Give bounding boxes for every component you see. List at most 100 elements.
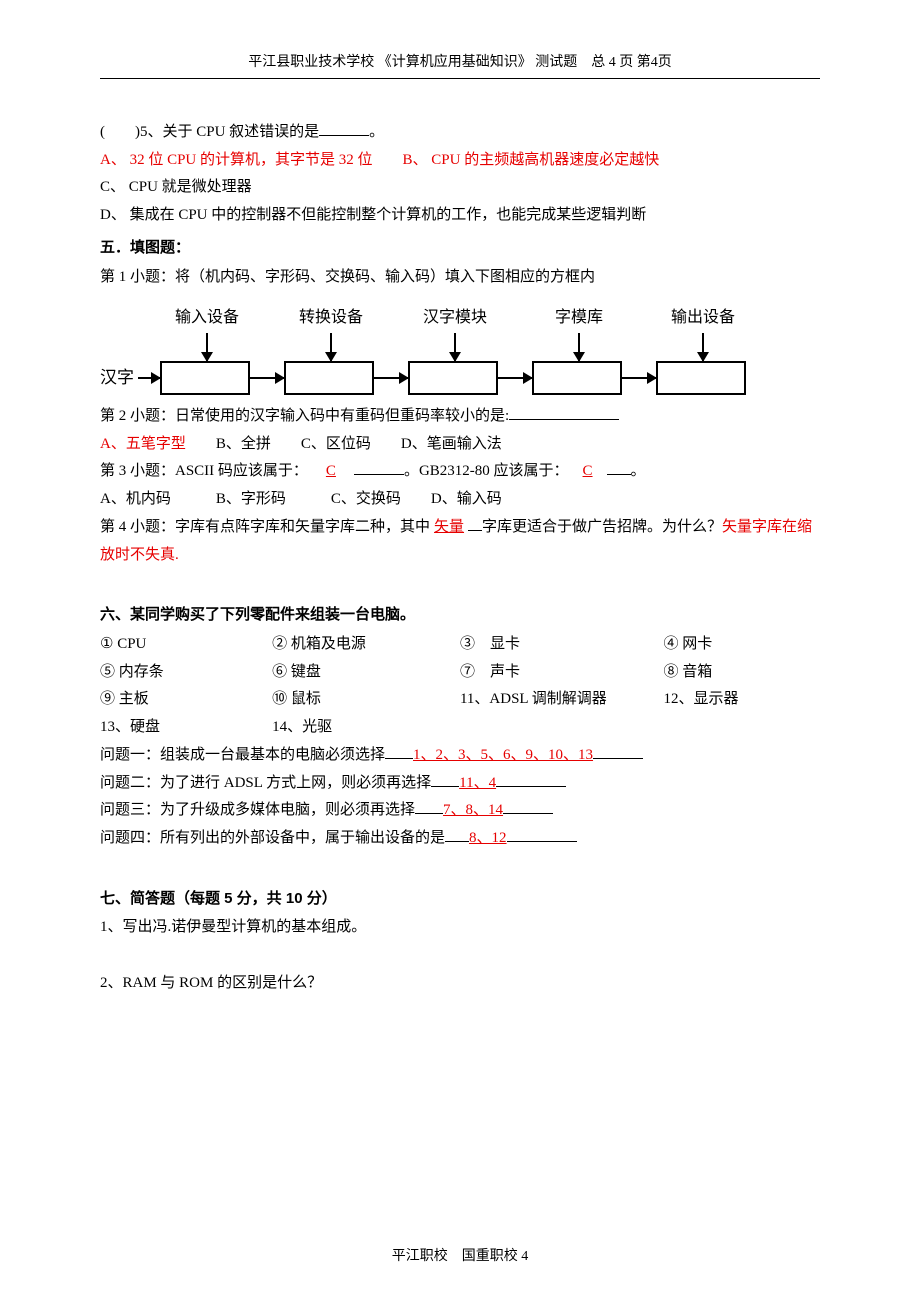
part-item: 12、显示器 [663,686,820,714]
sec5-q3-optD: D、输入码 [431,491,502,507]
q5-optA: A、 32 位 CPU 的计算机，其字节是 32 位 [100,152,373,168]
part-item: ⑤ 内存条 [100,659,272,687]
arrow-right-icon [622,377,656,380]
sec5-q2-opts: A、五笔字型 B、全拼 C、区位码 D、笔画输入法 [100,431,820,459]
part-item: ① CPU [100,631,272,659]
q5-optC: C、 CPU 就是微处理器 [100,174,820,202]
sec5-q3-a: 第 3 小题：ASCII 码应该属于： [100,463,308,479]
diagram-box [284,361,374,395]
page-header: 平江县职业技术学校 《计算机应用基础知识》 测试题 总 4 页 第4页 [100,50,820,79]
sec5-q2: 第 2 小题：日常使用的汉字输入码中有重码但重码率较小的是: [100,403,820,431]
arrow-right-icon [374,377,408,380]
diagram-row: 汉字 [100,361,820,395]
sec5-q3-optA: A、机内码 [100,491,171,507]
sec6-q2-ans: 11、4 [459,775,496,791]
header-text: 平江县职业技术学校 《计算机应用基础知识》 测试题 总 4 页 第4页 [248,55,672,70]
sec7-q1: 1、写出冯.诺伊曼型计算机的基本组成。 [100,914,820,942]
sec6-q1: 问题一：组装成一台最基本的电脑必须选择 1、2、3、5、6、9、10、13 [100,742,820,770]
part-item: ⑩ 鼠标 [272,686,460,714]
q5-stem: ( )5、关于 CPU 叙述错误的是 。 [100,119,820,147]
sec5-q3-c: 。 [631,463,646,479]
diagram-left-label: 汉字 [100,362,134,393]
arrow-right-icon [498,377,532,380]
sec6-title: 六、某同学购买了下列零配件来组装一台电脑。 [100,601,820,629]
blank [319,120,369,136]
sec6-q3-a: 问题三：为了升级成多媒体电脑，则必须再选择 [100,802,415,818]
blank [385,743,413,759]
sec5-q4-ans: 矢量 [430,519,468,535]
sec5-q4: 第 4 小题：字库有点阵字库和矢量字库二种，其中矢量字库更适合于做广告招牌。为什… [100,514,820,570]
q5-stem-a: ( )5、关于 CPU 叙述错误的是 [100,124,319,140]
part-item: 14、光驱 [272,714,460,742]
sec5-q4-b: 字库更适合于做广告招牌。为什么？ [482,519,722,535]
q5-optB: B、 CPU 的主频越高机器速度必定越快 [403,152,660,168]
sec5-title: 五．填图题： [100,234,820,262]
part-item: ⑦ 声卡 [460,659,663,687]
part-item: ② 机箱及电源 [272,631,460,659]
blank [509,404,619,420]
part-item: ④ 网卡 [663,631,820,659]
blank [354,459,404,475]
parts-grid: ① CPU ② 机箱及电源 ③ 显卡 ④ 网卡 ⑤ 内存条 ⑥ 键盘 ⑦ 声卡 … [100,631,820,742]
sec5-q2-optB: B、全拼 [216,436,271,452]
page: 平江县职业技术学校 《计算机应用基础知识》 测试题 总 4 页 第4页 ( )5… [0,0,920,1300]
sec5-q2-stem: 第 2 小题：日常使用的汉字输入码中有重码但重码率较小的是: [100,408,509,424]
diagram-label-2: 转换设备 [299,303,363,333]
sec5-q3-opts: A、机内码 B、字形码 C、交换码 D、输入码 [100,486,820,514]
arrow-down-icon [702,333,705,361]
diagram-labels: 输入设备 转换设备 汉字模块 字模库 输出设备 [100,303,820,361]
part-item: ③ 显卡 [460,631,663,659]
part-item: ⑧ 音箱 [663,659,820,687]
sec5-q3-b: 。GB2312-80 应该属于： [404,463,569,479]
page-footer: 平江职校 国重职校 4 [0,1244,920,1270]
sec5-q2-optA: A、五笔字型 [100,436,186,452]
sec6-q4-ans: 8、12 [469,830,507,846]
blank [431,771,459,787]
diagram-label-3: 汉字模块 [423,303,487,333]
part-item: ⑨ 主板 [100,686,272,714]
part-item: 11、ADSL 调制解调器 [460,686,663,714]
arrow-down-icon [578,333,581,361]
arrow-down-icon [330,333,333,361]
blank [607,459,631,475]
sec7-q2: 2、RAM 与 ROM 的区别是什么？ [100,970,820,998]
q5-stem-b: 。 [369,124,384,140]
diagram-box [656,361,746,395]
diagram-label-5: 输出设备 [671,303,735,333]
arrow-down-icon [206,333,209,361]
sec5-q3: 第 3 小题：ASCII 码应该属于：C。GB2312-80 应该属于：C。 [100,458,820,486]
sec5-q1: 第 1 小题：将（机内码、字形码、交换码、输入码）填入下图相应的方框内 [100,264,820,292]
arrow-right-icon [250,377,284,380]
part-item: ⑥ 键盘 [272,659,460,687]
arrow-right-icon [138,377,160,380]
q5-optD: D、 集成在 CPU 中的控制器不但能控制整个计算机的工作，也能完成某些逻辑判断 [100,202,820,230]
sec6-q4: 问题四：所有列出的外部设备中，属于输出设备的是 8、12 [100,825,820,853]
blank [593,743,643,759]
sec5-q3-optB: B、字形码 [216,491,286,507]
sec6-q1-a: 问题一：组装成一台最基本的电脑必须选择 [100,747,385,763]
blank [503,798,553,814]
sec5-q3-ans1: C [308,463,354,479]
sec5-q3-ans2: C [569,463,607,479]
blank [468,515,482,531]
diagram-label-1: 输入设备 [175,303,239,333]
sec6-q2-a: 问题二：为了进行 ADSL 方式上网，则必须再选择 [100,775,431,791]
sec6-q3-ans: 7、8、14 [443,802,503,818]
blank [445,826,469,842]
blank [507,826,577,842]
q5-opts-ab: A、 32 位 CPU 的计算机，其字节是 32 位 B、 CPU 的主频越高机… [100,147,820,175]
arrow-down-icon [454,333,457,361]
diagram-box [532,361,622,395]
sec7-title: 七、简答题（每题 5 分，共 10 分） [100,885,820,913]
sec5-q2-optD: D、笔画输入法 [401,436,502,452]
sec5-q2-optC: C、区位码 [301,436,371,452]
part-item: 13、硬盘 [100,714,272,742]
diagram-box [160,361,250,395]
diagram: 输入设备 转换设备 汉字模块 字模库 输出设备 汉字 [100,303,820,395]
sec6-q1-ans: 1、2、3、5、6、9、10、13 [413,747,593,763]
sec6-q2: 问题二：为了进行 ADSL 方式上网，则必须再选择 11、4 [100,770,820,798]
sec5-q4-a: 第 4 小题：字库有点阵字库和矢量字库二种，其中 [100,519,430,535]
sec6-q4-a: 问题四：所有列出的外部设备中，属于输出设备的是 [100,830,445,846]
blank [415,798,443,814]
sec6-q3: 问题三：为了升级成多媒体电脑，则必须再选择 7、8、14 [100,797,820,825]
